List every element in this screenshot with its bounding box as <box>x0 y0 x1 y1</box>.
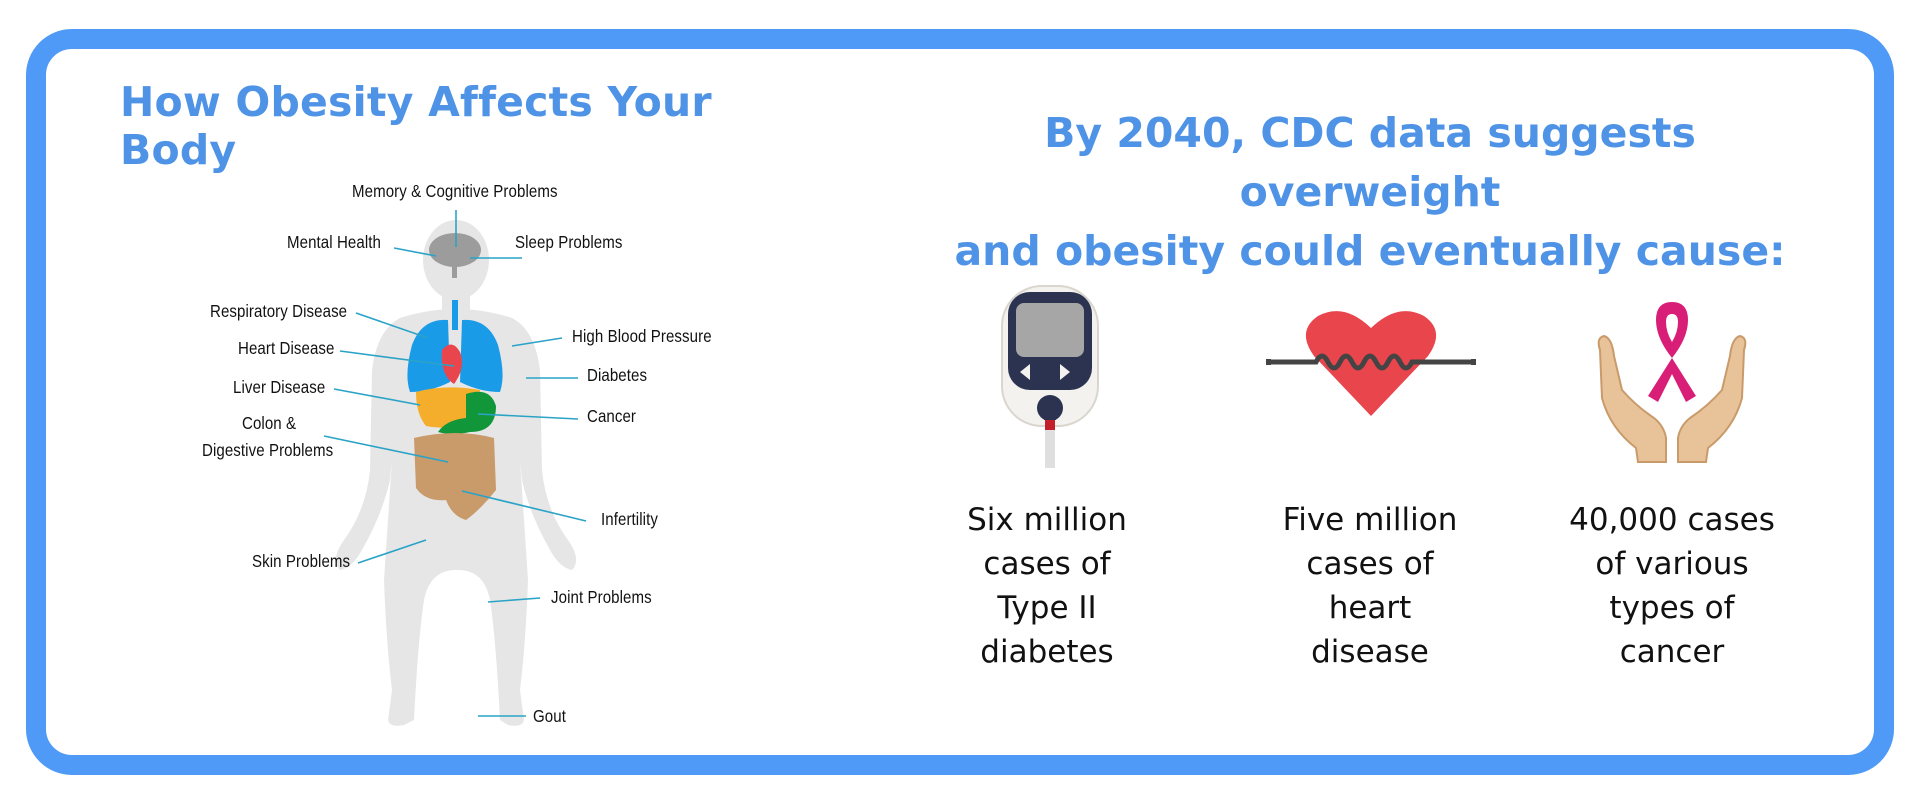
stat-heart-line-2: cases of <box>1306 546 1434 582</box>
heart-heartbeat-icon <box>1266 311 1476 416</box>
label-memory: Memory & Cognitive Problems <box>352 181 558 201</box>
stat-cancer: 40,000 cases of various types of cancer <box>1557 498 1787 674</box>
label-cancer: Cancer <box>587 406 637 426</box>
stat-diabetes-line-3: Type II <box>997 590 1097 626</box>
stat-diabetes-line-2: cases of <box>983 546 1111 582</box>
liver-icon <box>416 387 480 428</box>
right-title: By 2040, CDC data suggests overweight an… <box>930 104 1810 281</box>
right-title-line-1: By 2040, CDC data suggests overweight <box>1044 109 1696 216</box>
label-gout: Gout <box>533 706 566 726</box>
label-skin: Skin Problems <box>252 551 351 571</box>
label-colon-line-2: Digestive Problems <box>202 440 334 460</box>
stat-heart-line-4: disease <box>1311 634 1429 670</box>
hands-ribbon-icon <box>1597 302 1747 463</box>
label-diabetes: Diabetes <box>587 365 648 385</box>
label-blood-pressure: High Blood Pressure <box>572 326 712 346</box>
stat-cancer-line-1: 40,000 cases <box>1569 502 1775 538</box>
label-joint: Joint Problems <box>551 587 652 607</box>
label-colon-line-1: Colon & <box>242 413 297 433</box>
stomach-icon <box>438 391 496 434</box>
right-title-line-2: and obesity could eventually cause: <box>954 227 1786 275</box>
label-infertility: Infertility <box>601 509 658 529</box>
left-title: How Obesity Affects Your Body <box>120 78 712 174</box>
stat-cancer-line-4: cancer <box>1619 634 1725 670</box>
label-liver: Liver Disease <box>233 377 326 397</box>
brain-icon <box>429 233 481 278</box>
label-mental-health: Mental Health <box>287 232 381 252</box>
label-respiratory: Respiratory Disease <box>210 301 348 321</box>
stat-heart-line-3: heart <box>1328 590 1412 626</box>
stat-cancer-line-3: types of <box>1609 590 1735 626</box>
stat-diabetes: Six million cases of Type II diabetes <box>932 498 1162 674</box>
label-heart-disease: Heart Disease <box>238 338 335 358</box>
stat-heart-disease: Five million cases of heart disease <box>1255 498 1485 674</box>
stat-cancer-line-2: of various <box>1595 546 1749 582</box>
label-sleep: Sleep Problems <box>515 232 623 252</box>
stat-diabetes-line-1: Six million <box>967 502 1127 538</box>
stat-heart-line-1: Five million <box>1282 502 1458 538</box>
human-body-illustration <box>335 220 577 726</box>
stat-diabetes-line-4: diabetes <box>980 634 1114 670</box>
glucose-meter-icon <box>1001 285 1099 468</box>
